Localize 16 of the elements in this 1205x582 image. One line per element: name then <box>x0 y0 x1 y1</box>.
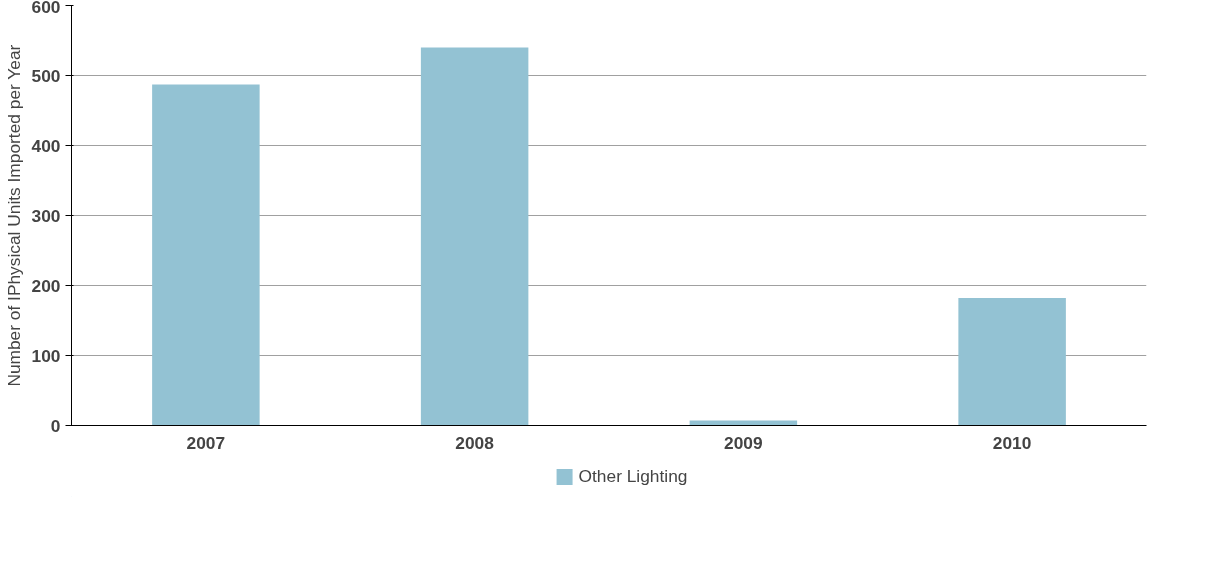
x-tick-label: 2009 <box>724 432 763 453</box>
x-tick-label: 2008 <box>455 432 495 453</box>
y-tick-label: 200 <box>31 275 61 296</box>
y-tick-label: 400 <box>31 135 61 156</box>
y-tick-label: 100 <box>31 345 61 366</box>
bar <box>420 47 529 426</box>
y-tick-label: 600 <box>31 0 61 17</box>
y-tick-label: 300 <box>31 205 61 226</box>
x-tick-label: 2007 <box>186 432 226 453</box>
y-tick-label: 500 <box>31 65 61 86</box>
bar <box>958 298 1066 426</box>
y-tick-label: 0 <box>50 415 61 436</box>
x-tick-label: 2010 <box>992 432 1032 453</box>
bar <box>152 84 260 426</box>
legend-label: Other Lighting <box>578 465 688 487</box>
y-axis-title: Number of IPhysical Units Imported per Year <box>3 44 24 387</box>
